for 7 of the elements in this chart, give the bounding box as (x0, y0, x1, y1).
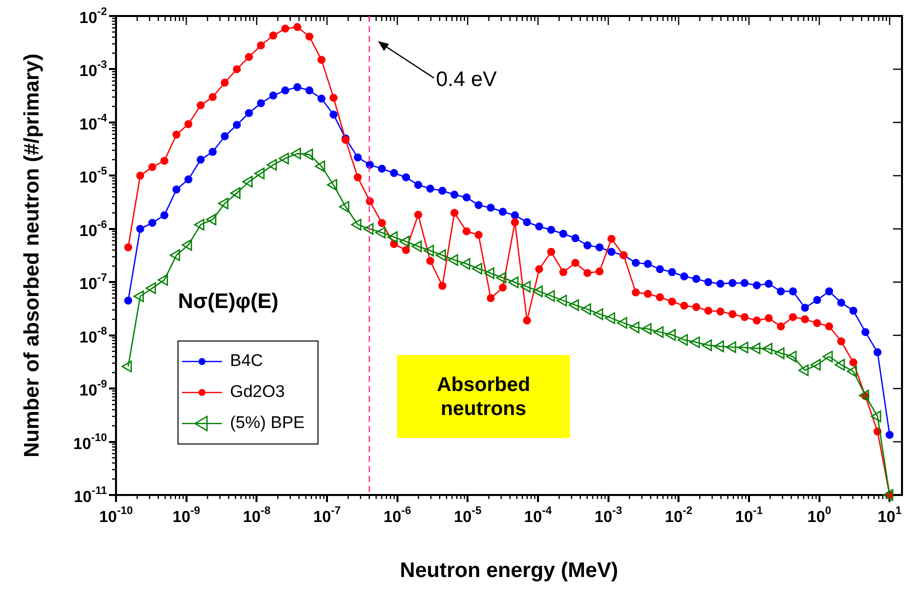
annotation: Nσ(E)φ(E) (178, 290, 279, 314)
legend-label: (5%) BPE (230, 413, 305, 432)
legend-label: Gd2O3 (230, 382, 285, 402)
x-axis-title: Neutron energy (MeV) (400, 559, 618, 582)
legend-label: B4C (230, 351, 264, 370)
y-axis-title: Number of absorbed neutron (#/primary) (20, 54, 44, 458)
annotation: 0.4 eV (436, 68, 497, 92)
